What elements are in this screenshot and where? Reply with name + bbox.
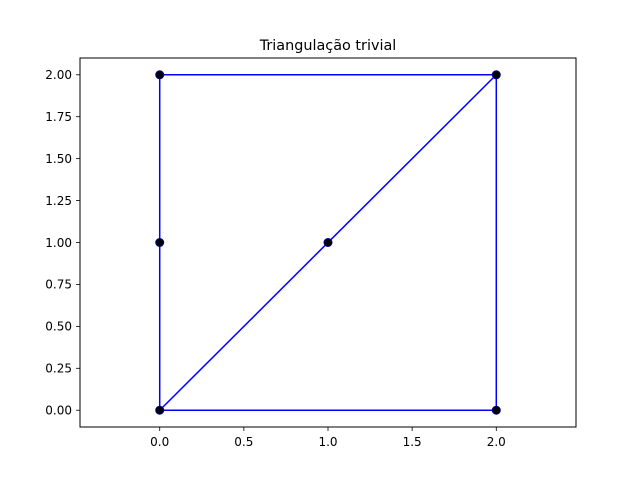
y-tick-label-0: 0.00 xyxy=(45,404,72,418)
x-tick-label-3: 1.5 xyxy=(403,435,422,449)
y-tick-label-4: 1.00 xyxy=(45,236,72,250)
vertex-point-3 xyxy=(155,70,165,80)
y-tick-label-8: 2.00 xyxy=(45,68,72,82)
x-tick-label-0: 0.0 xyxy=(150,435,169,449)
x-tick-label-1: 0.5 xyxy=(234,435,253,449)
y-tick-label-1: 0.25 xyxy=(45,362,72,376)
vertex-point-0 xyxy=(155,405,165,415)
x-tick-label-4: 2.0 xyxy=(487,435,506,449)
y-tick-label-6: 1.50 xyxy=(45,152,72,166)
vertex-point-5 xyxy=(323,238,333,247)
vertex-point-1 xyxy=(491,405,501,415)
chart-title: Triangulação trivial xyxy=(259,38,397,54)
vertex-point-4 xyxy=(155,238,165,247)
y-tick-label-7: 1.75 xyxy=(45,110,72,124)
y-tick-label-3: 0.75 xyxy=(45,278,72,292)
x-tick-label-2: 1.0 xyxy=(318,435,337,449)
x-axis: 0.0 0.5 1.0 1.5 2.0 xyxy=(150,427,506,449)
vertex-point-2 xyxy=(491,70,501,80)
points-layer xyxy=(155,70,501,415)
y-tick-label-5: 1.25 xyxy=(45,194,72,208)
y-tick-label-2: 0.50 xyxy=(45,320,72,334)
y-axis: 0.00 0.25 0.50 0.75 1.00 1.25 1.50 1.75 2.00 xyxy=(45,68,80,418)
